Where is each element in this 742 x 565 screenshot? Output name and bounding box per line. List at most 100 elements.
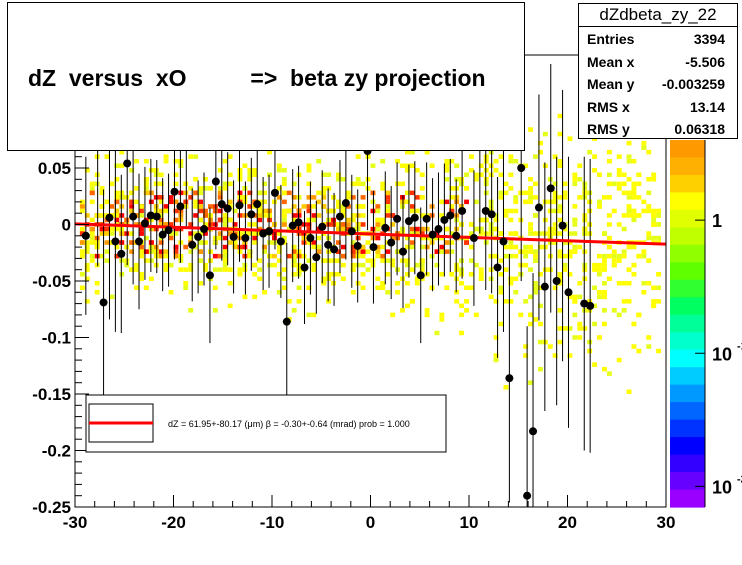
heat-cell	[222, 244, 228, 250]
heat-cell	[326, 299, 332, 304]
heat-cell	[183, 190, 189, 196]
heat-cell	[606, 172, 612, 177]
heat-cell	[646, 344, 652, 349]
heat-cell	[464, 172, 469, 177]
heat-cell	[498, 154, 504, 159]
heat-cell	[626, 213, 632, 218]
heat-cell	[350, 249, 356, 254]
heat-cell	[311, 204, 317, 209]
heat-cell	[139, 276, 144, 281]
heat-cell	[572, 172, 578, 177]
heat-cell	[488, 231, 494, 236]
color-scale-band	[670, 192, 705, 211]
heat-cell	[606, 244, 612, 250]
heat-cell	[473, 262, 479, 268]
heat-cell	[153, 253, 159, 259]
heat-cell	[291, 308, 297, 313]
heat-cell	[508, 253, 514, 259]
heat-cell	[572, 177, 578, 182]
heat-cell	[321, 195, 327, 200]
heat-cell	[183, 244, 189, 250]
heat-cell	[173, 208, 179, 214]
heat-cell	[173, 249, 179, 254]
heat-cell	[400, 163, 405, 168]
heat-cell	[616, 312, 622, 318]
heat-cell	[434, 249, 440, 254]
heat-cell	[247, 249, 253, 254]
heat-cell	[611, 262, 617, 268]
heat-cell	[602, 195, 607, 200]
color-scale-exponent: -1	[737, 340, 742, 352]
heat-cell	[217, 186, 223, 191]
heat-cell	[557, 163, 563, 168]
heat-cell	[291, 204, 297, 209]
heat-cell	[528, 199, 533, 205]
heat-cell	[321, 204, 327, 209]
heat-cell	[636, 181, 642, 187]
heat-cell	[631, 244, 637, 250]
heat-cell	[99, 204, 105, 209]
heat-cell	[257, 276, 263, 281]
heat-cell	[602, 366, 607, 372]
heat-cell	[528, 294, 533, 300]
data-point	[158, 230, 167, 239]
heat-cell	[375, 253, 381, 259]
heat-cell	[533, 181, 538, 187]
heat-cell	[641, 249, 647, 254]
heat-cell	[562, 190, 568, 196]
heat-cell	[99, 190, 105, 196]
heat-cell	[198, 208, 203, 214]
heat-cell	[134, 285, 139, 290]
heat-cell	[459, 258, 464, 263]
color-scale-band	[670, 332, 705, 351]
heat-cell	[291, 272, 297, 277]
heat-cell	[336, 177, 341, 182]
heat-cell	[208, 217, 213, 223]
heat-cell	[621, 181, 627, 187]
heat-cell	[488, 294, 494, 300]
heat-cell	[89, 231, 95, 236]
stats-row-entries: Entries 3394	[587, 28, 725, 50]
heat-cell	[104, 154, 110, 159]
color-scale-band	[670, 244, 705, 263]
heat-cell	[542, 163, 548, 168]
heat-cell	[306, 195, 312, 200]
heat-cell	[424, 308, 430, 313]
heat-cell	[557, 195, 563, 200]
heat-cell	[267, 217, 272, 223]
heat-cell	[478, 172, 484, 177]
heat-cell	[656, 208, 661, 214]
heat-cell	[429, 163, 435, 168]
data-point	[247, 210, 256, 219]
heat-cell	[306, 226, 312, 232]
heat-cell	[409, 163, 415, 168]
heat-cell	[148, 276, 154, 281]
color-scale-band	[670, 279, 705, 298]
heat-cell	[114, 163, 120, 168]
heat-cell	[557, 281, 563, 286]
heat-cell	[557, 231, 563, 236]
heat-cell	[651, 208, 657, 214]
heat-cell	[365, 154, 371, 159]
heat-cell	[84, 213, 90, 218]
heat-cell	[242, 244, 248, 250]
heat-cell	[473, 177, 479, 182]
heat-cell	[331, 195, 336, 200]
heat-cell	[311, 244, 317, 250]
heat-cell	[542, 199, 548, 205]
heat-cell	[498, 195, 504, 200]
heat-cell	[143, 181, 149, 187]
heat-cell	[405, 258, 410, 263]
heat-cell	[198, 258, 203, 263]
heat-cell	[414, 231, 420, 236]
heat-cell	[523, 253, 529, 259]
heat-cell	[419, 258, 425, 263]
heat-cell	[242, 163, 248, 168]
heat-cell	[405, 303, 410, 309]
heat-cell	[385, 208, 391, 214]
heat-cell	[208, 186, 213, 191]
heat-cell	[557, 253, 563, 259]
heat-cell	[459, 272, 464, 277]
heat-cell	[473, 226, 479, 232]
heat-cell	[158, 222, 164, 227]
